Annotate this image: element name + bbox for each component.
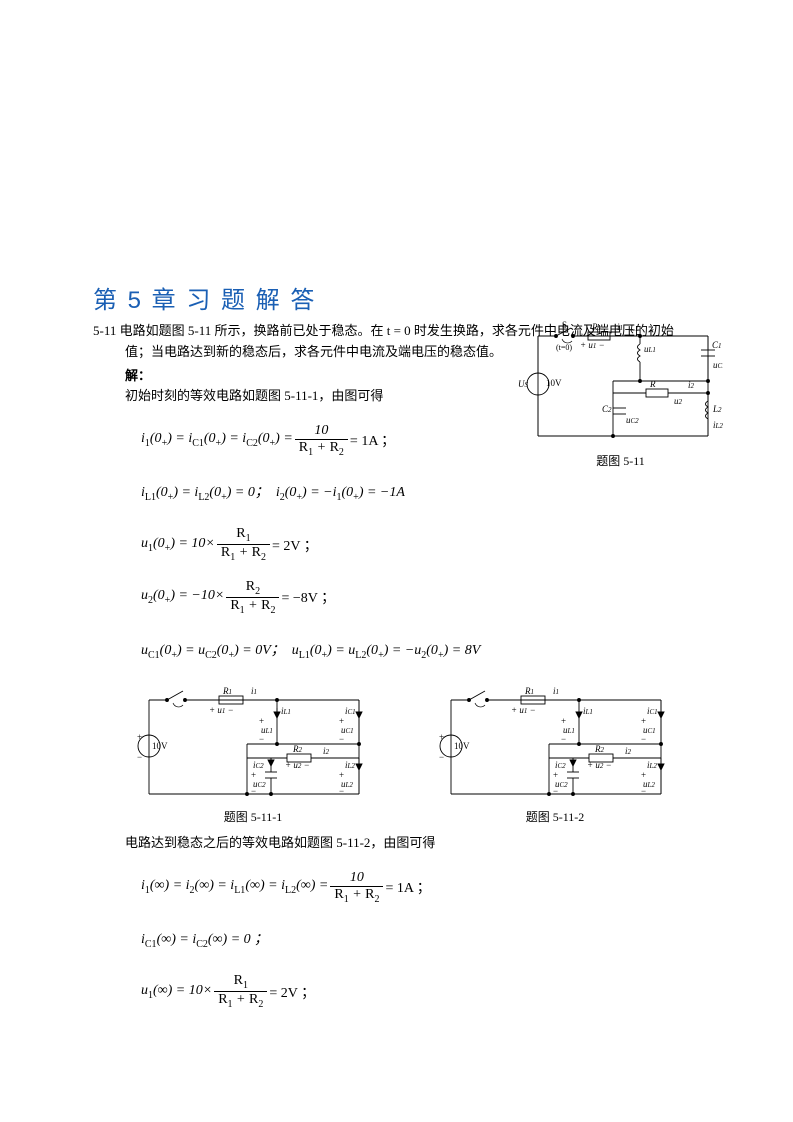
svg-text:10V: 10V bbox=[152, 741, 168, 751]
svg-text:i2: i2 bbox=[625, 746, 632, 756]
solution-steady-intro: 电路达到稳态之后的等效电路如题图 5-11-2，由图可得 bbox=[93, 833, 713, 854]
chapter-title: 第 5 章 习 题 解 答 bbox=[93, 280, 713, 315]
svg-text:u2: u2 bbox=[674, 396, 683, 406]
svg-text:iC2: iC2 bbox=[555, 760, 566, 770]
svg-text:+: + bbox=[439, 732, 444, 742]
circuit-main-svg: US 10V R1 i1 + u1 − L1 uL1 C1 uC1 R u2 i… bbox=[518, 316, 723, 446]
svg-text:i2: i2 bbox=[323, 746, 330, 756]
svg-text:+ u1 −: + u1 − bbox=[580, 340, 605, 350]
svg-text:C1: C1 bbox=[712, 340, 722, 350]
equation-5: uC1(0+) = uC2(0+) = 0V； uL1(0+) = uL2(0+… bbox=[93, 632, 713, 668]
svg-text:L1: L1 bbox=[629, 323, 639, 333]
equation-7: iC1(∞) = iC2(∞) = 0 ； bbox=[93, 921, 713, 957]
equation-4: u2(0+) = −10× R2R1 + R2 = −8V ； bbox=[93, 579, 713, 616]
svg-text:+ u1 −: + u1 − bbox=[511, 705, 536, 715]
circuit-sub1-caption: 题图 5-11-1 bbox=[137, 808, 369, 825]
svg-text:uC1: uC1 bbox=[713, 360, 723, 370]
svg-text:iC2: iC2 bbox=[253, 760, 264, 770]
circuit-5-11-2: + 10V − R1 i1 + u1 − iL1 + uL1 − iC1 + u… bbox=[439, 686, 671, 825]
svg-text:iL1: iL1 bbox=[281, 706, 291, 716]
svg-text:10V: 10V bbox=[454, 741, 470, 751]
svg-text:R2: R2 bbox=[594, 744, 605, 754]
circuit-main: US 10V R1 i1 + u1 − L1 uL1 C1 uC1 R u2 i… bbox=[518, 316, 723, 469]
problem-number: 5-11 bbox=[93, 323, 116, 338]
svg-text:iL2: iL2 bbox=[345, 760, 355, 770]
svg-text:uL1: uL1 bbox=[644, 344, 656, 354]
svg-text:+ u2 −: + u2 − bbox=[285, 760, 310, 770]
equation-3: u1(0+) = 10× R1R1 + R2 = 2V ； bbox=[93, 526, 713, 563]
svg-text:R2: R2 bbox=[292, 744, 303, 754]
svg-text:S: S bbox=[562, 320, 567, 330]
svg-text:i1: i1 bbox=[251, 686, 257, 696]
svg-text:−: − bbox=[259, 734, 264, 744]
svg-text:−: − bbox=[641, 786, 646, 796]
svg-text:−: − bbox=[137, 752, 142, 762]
svg-text:(t=0): (t=0) bbox=[556, 343, 572, 352]
svg-text:−: − bbox=[439, 752, 444, 762]
equation-2: iL1(0+) = iL2(0+) = 0； i2(0+) = −i1(0+) … bbox=[93, 474, 713, 510]
svg-text:i2: i2 bbox=[688, 380, 695, 390]
svg-text:+: + bbox=[137, 732, 142, 742]
circuit-5-11-1: + 10V − R1 i1 + u1 − iL1 + uL1 − iC1 + u… bbox=[137, 686, 369, 825]
svg-text:i1: i1 bbox=[617, 322, 623, 332]
svg-text:−: − bbox=[339, 786, 344, 796]
svg-text:iL2: iL2 bbox=[647, 760, 657, 770]
svg-text:iL2: iL2 bbox=[713, 420, 723, 430]
svg-text:+ u2 −: + u2 − bbox=[587, 760, 612, 770]
svg-text:R: R bbox=[649, 379, 656, 389]
problem-line2: 值；当电路达到新的稳态后，求各元件中电流及端电压的稳态值。 bbox=[125, 344, 502, 359]
svg-text:−: − bbox=[553, 786, 558, 796]
svg-text:−: − bbox=[339, 734, 344, 744]
circuit-sub2-caption: 题图 5-11-2 bbox=[439, 808, 671, 825]
equation-6: i1(∞) = i2(∞) = iL1(∞) = iL2(∞) = 10R1 +… bbox=[93, 869, 713, 905]
circuit-main-caption: 题图 5-11 bbox=[518, 452, 723, 469]
equation-8: u1(∞) = 10× R1R1 + R2 = 2V ； bbox=[93, 973, 713, 1010]
svg-text:10V: 10V bbox=[546, 378, 562, 388]
svg-text:iC1: iC1 bbox=[345, 706, 356, 716]
svg-text:uC2: uC2 bbox=[626, 415, 639, 425]
svg-text:−: − bbox=[251, 786, 256, 796]
circuits-row: + 10V − R1 i1 + u1 − iL1 + uL1 − iC1 + u… bbox=[137, 686, 713, 825]
svg-text:+ u1 −: + u1 − bbox=[209, 705, 234, 715]
svg-text:R1: R1 bbox=[524, 686, 534, 696]
svg-text:C2: C2 bbox=[602, 404, 612, 414]
svg-text:L2: L2 bbox=[712, 404, 722, 414]
svg-text:R1: R1 bbox=[591, 322, 601, 332]
svg-text:−: − bbox=[641, 734, 646, 744]
svg-text:iL1: iL1 bbox=[583, 706, 593, 716]
svg-text:R1: R1 bbox=[222, 686, 232, 696]
svg-text:iC1: iC1 bbox=[647, 706, 658, 716]
svg-text:i1: i1 bbox=[553, 686, 559, 696]
svg-text:−: − bbox=[561, 734, 566, 744]
svg-text:US: US bbox=[518, 379, 529, 389]
